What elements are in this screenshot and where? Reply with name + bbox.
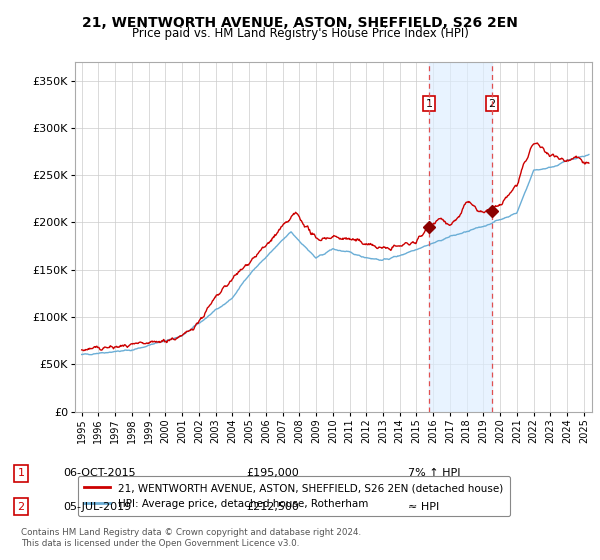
Text: 1: 1: [425, 99, 433, 109]
Text: Contains HM Land Registry data © Crown copyright and database right 2024.
This d: Contains HM Land Registry data © Crown c…: [21, 528, 361, 548]
Legend: 21, WENTWORTH AVENUE, ASTON, SHEFFIELD, S26 2EN (detached house), HPI: Average p: 21, WENTWORTH AVENUE, ASTON, SHEFFIELD, …: [77, 477, 510, 516]
Text: £195,000: £195,000: [246, 468, 299, 478]
Text: 05-JUL-2019: 05-JUL-2019: [63, 502, 131, 512]
Bar: [429, 62, 492, 412]
Text: 06-OCT-2015: 06-OCT-2015: [63, 468, 136, 478]
Text: 21, WENTWORTH AVENUE, ASTON, SHEFFIELD, S26 2EN: 21, WENTWORTH AVENUE, ASTON, SHEFFIELD, …: [82, 16, 518, 30]
Text: ≈ HPI: ≈ HPI: [408, 502, 439, 512]
Text: 2: 2: [488, 99, 496, 109]
Text: £212,500: £212,500: [246, 502, 299, 512]
Text: 7% ↑ HPI: 7% ↑ HPI: [408, 468, 461, 478]
Text: 2: 2: [17, 502, 25, 512]
Text: 1: 1: [17, 468, 25, 478]
Text: Price paid vs. HM Land Registry's House Price Index (HPI): Price paid vs. HM Land Registry's House …: [131, 27, 469, 40]
